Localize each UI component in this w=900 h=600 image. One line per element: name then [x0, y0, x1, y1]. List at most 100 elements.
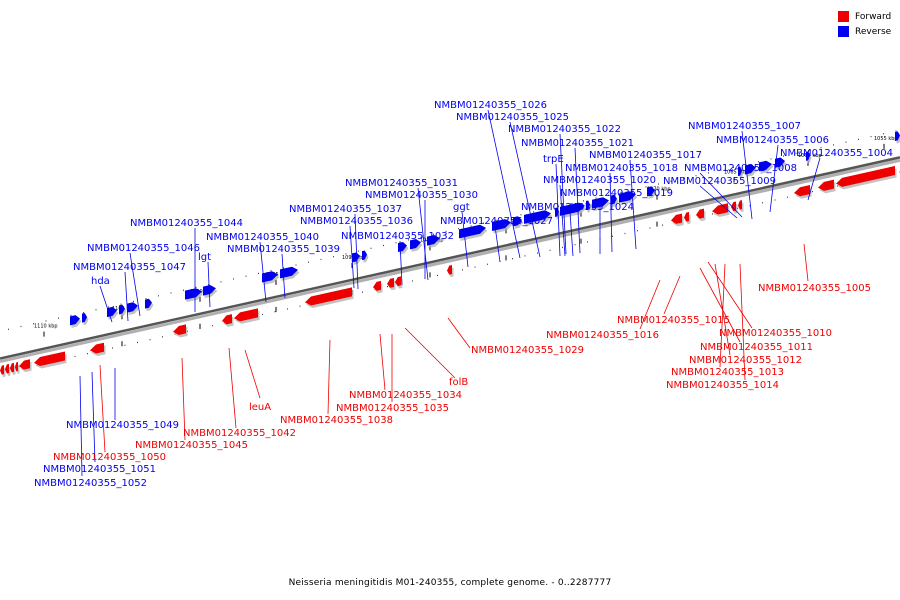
minor-tick-bottom — [362, 291, 363, 293]
minor-tick-top — [320, 258, 322, 261]
reverse-gene-label: NMBM01240355_1021 — [521, 138, 634, 149]
reverse-gene — [352, 252, 360, 263]
axis-tick-label: 1055 kbp — [874, 136, 898, 142]
minor-tick-top — [345, 253, 347, 255]
forward-gene-label: NMBM01240355_1035 — [336, 403, 449, 414]
forward-gene-label: NMBM01240355_1029 — [471, 345, 584, 356]
reverse-gene-label: NMBM01240355_1004 — [780, 148, 893, 159]
minor-tick-top — [145, 297, 147, 300]
minor-tick-bottom — [137, 341, 138, 344]
minor-tick-bottom — [512, 258, 513, 260]
minor-tick-bottom — [837, 185, 838, 187]
minor-tick-bottom — [412, 280, 413, 282]
forward-gene — [10, 362, 14, 373]
reverse-gene-label: NMBM01240355_1044 — [130, 218, 243, 229]
reverse-gene — [738, 166, 742, 177]
forward-gene-label: NMBM01240355_1012 — [689, 355, 802, 366]
minor-tick-bottom — [124, 344, 126, 346]
reverse-gene — [362, 250, 367, 261]
minor-tick-top — [208, 284, 209, 286]
minor-tick-top — [720, 169, 722, 171]
minor-tick-top — [808, 149, 809, 152]
minor-tick-top — [195, 286, 197, 289]
minor-tick-bottom — [112, 347, 113, 349]
callout-line — [639, 279, 661, 330]
minor-tick-top — [795, 152, 797, 154]
callout-line — [461, 211, 469, 268]
minor-tick-top — [120, 303, 122, 305]
callout-line — [509, 121, 541, 258]
forward-gene — [222, 314, 232, 325]
reverse-gene — [127, 302, 138, 313]
reverse-gene — [592, 197, 609, 209]
reverse-gene — [145, 298, 152, 309]
forward-gene — [0, 365, 4, 375]
minor-tick-top — [645, 186, 647, 188]
forward-gene-label: NMBM01240355_1038 — [280, 415, 393, 426]
minor-tick-bottom — [87, 353, 88, 355]
callout-line — [281, 253, 286, 299]
minor-tick-top — [658, 183, 659, 185]
reverse-gene — [185, 288, 202, 300]
reverse-gene — [119, 304, 125, 315]
minor-tick-bottom — [212, 325, 213, 327]
minor-tick-top — [708, 172, 709, 174]
minor-tick-bottom — [387, 286, 388, 288]
callout-line — [91, 371, 96, 463]
legend: Forward Reverse — [838, 9, 891, 39]
callout-line — [555, 163, 561, 257]
reverse-gene — [513, 216, 522, 227]
minor-tick-top — [620, 191, 622, 194]
reverse-gene-label: NMBM01240355_1037 — [289, 204, 402, 215]
callout-line — [417, 187, 429, 281]
minor-tick-bottom — [587, 241, 588, 243]
minor-tick-bottom — [299, 305, 301, 307]
minor-tick-top — [83, 311, 84, 314]
minor-tick-top — [483, 222, 484, 224]
forward-gene-label: folB — [449, 377, 468, 388]
legend-reverse-label: Reverse — [855, 26, 892, 37]
backbone-shadow — [0, 158, 900, 363]
forward-gene — [305, 287, 352, 306]
callout-line — [349, 225, 355, 289]
minor-tick-bottom — [549, 249, 551, 251]
callout-line — [259, 241, 267, 303]
reverse-gene-label: NMBM01240355_1006 — [716, 135, 829, 146]
callout-line — [404, 327, 456, 379]
minor-tick-top — [258, 272, 259, 275]
reverse-gene-label: NMBM01240355_1051 — [43, 464, 156, 475]
forward-gene-label: NMBM01240355_1034 — [349, 390, 462, 401]
forward-gene — [173, 324, 186, 336]
forward-gene-label: NMBM01240355_1014 — [666, 380, 779, 391]
genome-caption: Neisseria meningitidis M01-240355, compl… — [288, 578, 612, 588]
axis-tick-label: 1065 kbp — [724, 169, 748, 175]
reverse-gene-label: NMBM01240355_1022 — [508, 124, 621, 135]
callout-line — [699, 185, 738, 219]
minor-tick-top — [545, 208, 547, 210]
reverse-gene — [492, 219, 511, 232]
minor-tick-bottom — [274, 311, 276, 313]
forward-gene-label: NMBM01240355_1045 — [135, 440, 248, 451]
legend-reverse: Reverse — [838, 24, 891, 39]
minor-tick-bottom — [649, 227, 651, 229]
minor-tick-top — [608, 194, 609, 196]
minor-tick-top — [533, 211, 534, 213]
minor-tick-top — [758, 161, 759, 163]
reverse-gene-label: NMBM01240355_1025 — [456, 112, 569, 123]
minor-tick-top — [70, 314, 72, 316]
minor-tick-top — [220, 281, 222, 283]
minor-tick-top — [458, 228, 459, 230]
reverse-gene-label: ggt — [453, 202, 470, 213]
reverse-gene-label: NMBM01240355_1020 — [543, 175, 656, 186]
minor-tick-bottom — [624, 232, 626, 235]
minor-tick-top — [308, 261, 309, 263]
callout-line — [663, 275, 681, 315]
forward-gene — [836, 165, 895, 187]
reverse-gene-label: NMBM01240355_1026 — [434, 100, 547, 111]
reverse-gene — [806, 151, 810, 161]
reverse-gene-label: NMBM01240355_1039 — [227, 244, 340, 255]
minor-tick-top — [470, 225, 472, 227]
forward-gene — [387, 277, 394, 288]
forward-gene — [738, 200, 742, 210]
